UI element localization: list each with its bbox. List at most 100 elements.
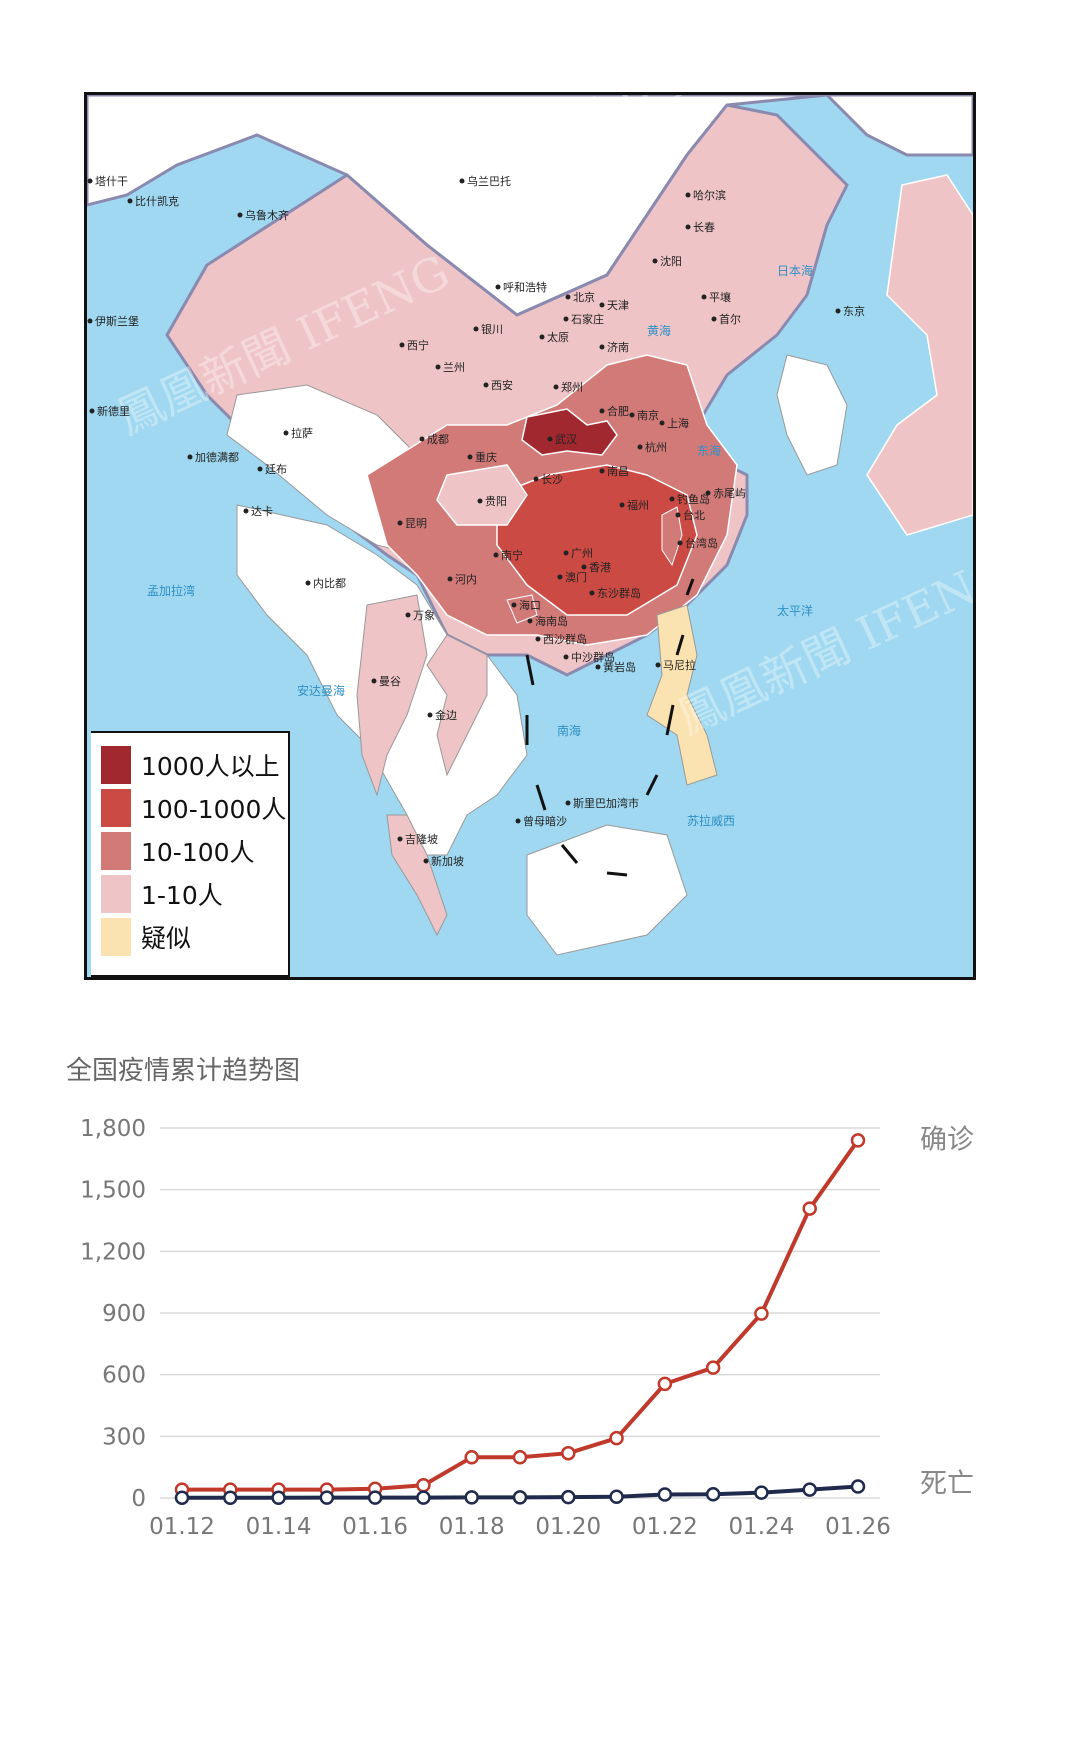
city-marker: 黄岩岛 <box>595 660 636 674</box>
city-dot <box>565 294 571 300</box>
city-dot <box>669 496 675 502</box>
city-dot <box>527 618 533 624</box>
city-dot <box>677 540 683 546</box>
city-marker: 东京 <box>835 304 865 318</box>
data-point <box>561 1489 576 1505</box>
x-tick-label: 01.26 <box>825 1514 891 1540</box>
city-marker: 香港 <box>581 561 611 574</box>
data-point <box>271 1490 286 1506</box>
city-marker: 贵阳 <box>477 495 507 508</box>
city-label: 乌鲁木齐 <box>245 208 289 222</box>
region-vietnam <box>426 634 488 777</box>
data-point <box>705 1360 721 1375</box>
data-point <box>416 1490 431 1505</box>
city-dot <box>427 712 433 718</box>
city-marker: 西沙群岛 <box>535 632 587 646</box>
legend-label: 1000人以上 <box>141 752 280 781</box>
city-marker: 重庆 <box>467 450 497 464</box>
city-marker: 曼谷 <box>371 675 401 688</box>
city-dot <box>405 612 411 618</box>
city-dot <box>652 258 658 264</box>
city-label: 海口 <box>519 598 541 612</box>
region-guizhou <box>436 464 528 526</box>
city-dot <box>477 498 483 504</box>
city-label: 新德里 <box>97 404 130 418</box>
x-tick-label: 01.18 <box>439 1514 505 1540</box>
series-name-label: 死亡 <box>920 1468 974 1499</box>
city-marker: 河内 <box>447 572 477 586</box>
data-point <box>367 1490 383 1505</box>
data-point <box>802 1482 817 1497</box>
city-dot <box>701 294 707 300</box>
region-hainan <box>506 594 538 624</box>
data-point <box>850 1479 866 1494</box>
city-label: 海南岛 <box>535 614 568 628</box>
legend-label: 疑似 <box>141 924 192 953</box>
city-marker: 首尔 <box>711 312 741 326</box>
city-marker: 太原 <box>539 331 569 344</box>
city-label: 昆明 <box>405 517 427 530</box>
city-dot <box>637 444 643 450</box>
city-dot <box>87 178 93 184</box>
city-marker: 曾母暗沙 <box>515 814 567 828</box>
city-label: 长春 <box>693 221 715 234</box>
legend-item: 1000人以上 <box>101 745 280 785</box>
city-marker: 郑州 <box>553 380 583 394</box>
sea-label: 安达曼海 <box>297 683 345 698</box>
legend-item: 100-1000人 <box>101 788 286 828</box>
city-label: 赤尾屿 <box>713 487 746 500</box>
city-dot <box>459 178 465 184</box>
city-dot <box>447 576 453 582</box>
city-label: 达卡 <box>251 505 273 518</box>
sea-label: 东海 <box>697 443 721 458</box>
china-case-map: 鳳凰新聞 IFENG NEWS 鳳凰新聞 IFENG NEWS 鳳凰新聞 IFE… <box>87 95 973 956</box>
city-marker: 南宁 <box>493 548 523 562</box>
city-marker: 武汉 <box>547 433 577 446</box>
city-dot <box>599 468 605 474</box>
city-dot <box>399 342 405 348</box>
city-marker: 海口 <box>511 598 541 612</box>
series-name-label: 确诊 <box>920 1124 974 1155</box>
city-marker: 乌鲁木齐 <box>237 208 289 222</box>
data-point <box>561 1445 576 1461</box>
y-tick-label: 0 <box>131 1486 146 1512</box>
city-dot <box>553 384 559 390</box>
city-label: 沈阳 <box>660 254 682 268</box>
city-marker: 加德满都 <box>187 450 239 464</box>
city-dot <box>371 678 377 684</box>
city-label: 河内 <box>455 572 477 586</box>
city-marker: 呼和浩特 <box>495 280 547 294</box>
city-dot <box>419 436 425 442</box>
sea-label: 孟加拉湾 <box>147 583 195 598</box>
city-label: 拉萨 <box>291 426 313 440</box>
city-dot <box>397 836 403 842</box>
city-dot <box>423 858 429 864</box>
map-legend: 1000人以上 100-1000人 10-100人 1-10人 疑似 <box>91 731 290 977</box>
city-label: 台北 <box>683 508 705 522</box>
x-axis-ticks: 01.12 01.14 01.16 01.18 01.20 01.22 01.24 01.26 <box>149 1514 891 1540</box>
x-tick-label: 01.16 <box>342 1514 408 1540</box>
region-thailand <box>356 594 428 797</box>
x-tick-label: 01.22 <box>632 1514 698 1540</box>
city-dot <box>599 302 605 308</box>
city-dot <box>305 580 311 586</box>
city-label: 西宁 <box>407 338 429 352</box>
city-dot <box>711 316 717 322</box>
city-label: 首尔 <box>719 312 741 326</box>
city-label: 郑州 <box>561 380 583 394</box>
x-tick-label: 01.12 <box>149 1514 215 1540</box>
city-label: 重庆 <box>475 450 497 464</box>
city-dot <box>595 664 601 670</box>
city-dot <box>283 430 289 436</box>
city-dot <box>599 344 605 350</box>
city-marker: 济南 <box>599 340 629 354</box>
data-point <box>754 1485 769 1500</box>
city-dot <box>685 224 691 230</box>
city-label: 呼和浩特 <box>503 280 547 294</box>
city-dot <box>493 552 499 558</box>
sea-label: 日本海 <box>777 263 813 278</box>
city-label: 济南 <box>607 340 629 354</box>
city-dot <box>397 520 403 526</box>
city-dot <box>565 800 571 806</box>
data-point <box>464 1490 479 1505</box>
